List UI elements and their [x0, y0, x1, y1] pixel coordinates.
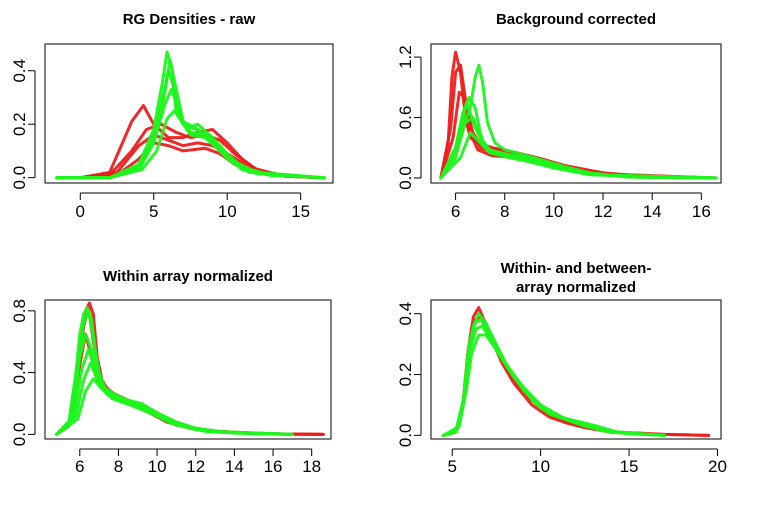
x-tick-label: 10 [531, 457, 550, 476]
y-axis: 0.0 0.2 0.4 [396, 302, 422, 448]
panel-4: Within- and between-array normalized 5 10 1… [396, 260, 727, 476]
y-tick-label: 0.0 [10, 166, 29, 190]
density-curve-green-2 [55, 309, 294, 436]
x-axis: 0 5 10 15 [76, 192, 310, 221]
density-curve-green-5 [55, 58, 326, 180]
chart-title: RG Densities - raw [123, 11, 256, 28]
x-axis: 6 8 10 12 14 16 18 [75, 448, 321, 476]
x-tick-label: 14 [225, 457, 244, 476]
y-tick-label: 1.2 [396, 45, 415, 69]
x-tick-label: 18 [302, 457, 321, 476]
density-curve-red-1 [439, 50, 718, 180]
x-tick-label: 10 [544, 202, 563, 221]
density-curve-green-3 [55, 332, 294, 436]
chart-title: Background corrected [496, 11, 656, 28]
x-tick-label: 16 [692, 202, 711, 221]
x-tick-label: 12 [186, 457, 205, 476]
curves [441, 306, 711, 437]
x-tick-label: 0 [76, 202, 85, 221]
x-tick-label: 6 [451, 202, 460, 221]
x-tick-label: 16 [264, 457, 283, 476]
y-tick-label: 0.2 [396, 363, 415, 387]
curves [55, 301, 325, 436]
y-axis: 0.0 0.2 0.4 [10, 59, 36, 190]
density-curve-green-5 [439, 100, 718, 180]
density-curve-red-1 [55, 104, 326, 180]
x-axis: 5 10 15 20 [447, 448, 727, 476]
y-tick-label: 0.0 [10, 423, 29, 447]
y-tick-label: 0.4 [10, 59, 29, 83]
panel-1: RG Densities - raw 0 5 10 15 0.0 0.2 0.4 [10, 11, 334, 221]
curves [55, 50, 326, 180]
x-tick-label: 10 [218, 202, 237, 221]
chart-title-line-2: array normalized [516, 279, 636, 296]
x-tick-label: 10 [148, 457, 167, 476]
density-curve-green-1 [439, 63, 718, 180]
y-tick-label: 0.8 [10, 299, 29, 323]
plot-frame [44, 43, 334, 184]
x-tick-label: 20 [708, 457, 727, 476]
y-axis: 0.0 0.6 1.2 [396, 45, 422, 190]
y-tick-label: 0.4 [10, 361, 29, 385]
plot-frame [44, 299, 332, 440]
y-axis: 0.0 0.4 0.8 [10, 299, 36, 447]
x-tick-label: 6 [75, 457, 84, 476]
y-tick-label: 0.0 [396, 424, 415, 448]
panel-2: Background corrected 6 8 10 12 14 16 0.0 0.6 1.2 [396, 11, 722, 221]
density-curve-green-4 [441, 318, 666, 437]
x-tick-label: 8 [500, 202, 509, 221]
density-curve-green-3 [441, 333, 666, 437]
y-tick-label: 0.6 [396, 106, 415, 130]
density-curve-red-3 [55, 133, 326, 180]
curves [439, 50, 718, 180]
chart-title-line-1: Within- and between- [501, 260, 652, 277]
chart-title: Within array normalized [103, 268, 273, 285]
x-axis: 6 8 10 12 14 16 [451, 192, 711, 221]
y-tick-label: 0.2 [10, 112, 29, 136]
density-curve-red-4 [55, 141, 326, 180]
x-tick-label: 5 [447, 457, 456, 476]
x-tick-label: 5 [149, 202, 158, 221]
x-tick-label: 15 [291, 202, 310, 221]
x-tick-label: 15 [620, 457, 639, 476]
x-tick-label: 14 [643, 202, 662, 221]
density-curve-green-1 [55, 50, 326, 180]
x-tick-label: 12 [594, 202, 613, 221]
density-curve-green-6 [55, 377, 294, 436]
plot-frame [430, 43, 722, 184]
x-tick-label: 8 [114, 457, 123, 476]
plot-frame [430, 299, 722, 440]
y-tick-label: 0.0 [396, 166, 415, 190]
y-tick-label: 0.4 [396, 302, 415, 326]
